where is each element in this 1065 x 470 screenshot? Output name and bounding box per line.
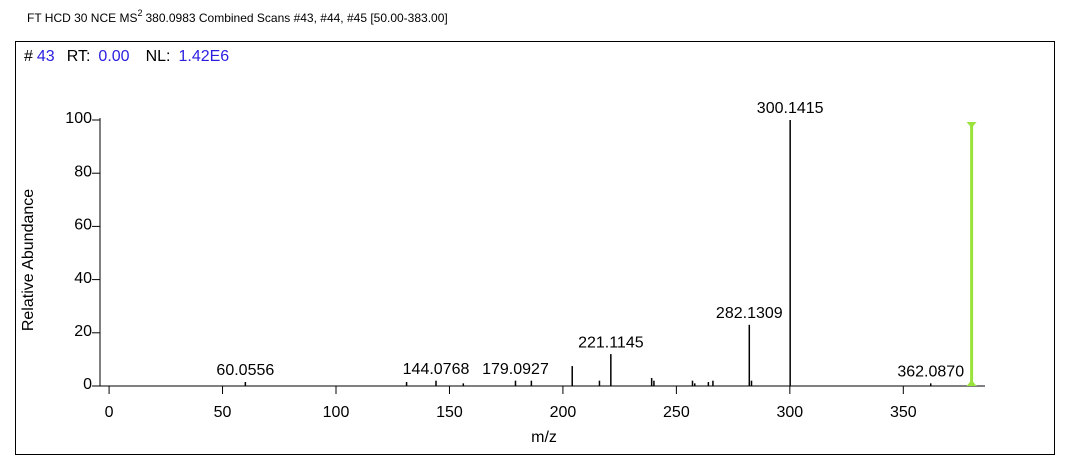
y-tick-label: 20: [74, 323, 92, 340]
x-tick-label: 350: [890, 404, 917, 421]
y-axis-label: Relative Abundance: [20, 189, 37, 331]
x-tick-label: 100: [323, 404, 350, 421]
y-tick-label: 60: [74, 217, 92, 234]
peak-label: 282.1309: [716, 305, 783, 322]
y-tick-label: 100: [65, 110, 92, 127]
x-tick-label: 50: [214, 404, 232, 421]
plot-frame: [15, 41, 1055, 455]
peak-label: 300.1415: [757, 100, 824, 117]
precursor-cap: [966, 122, 977, 128]
y-tick-label: 80: [74, 163, 92, 180]
x-tick-label: 300: [776, 404, 803, 421]
scan-label: #: [24, 48, 33, 65]
x-tick-label: 250: [663, 404, 690, 421]
peak-label: 221.1145: [578, 334, 644, 351]
nl-value: 1.42E6: [178, 48, 229, 65]
x-axis-label: m/z: [531, 429, 557, 446]
scan-info: #43 RT: 0.00 NL: 1.42E6: [24, 48, 229, 65]
peak-label: 362.0870: [897, 364, 964, 381]
header-prefix: FT HCD 30 NCE MS: [27, 11, 137, 25]
y-tick-label: 40: [74, 270, 92, 287]
peak-label: 179.0927: [482, 361, 549, 378]
x-tick-label: 0: [105, 404, 114, 421]
header-suffix: 380.0983 Combined Scans #43, #44, #45 [5…: [145, 11, 447, 25]
rt-label: RT:: [67, 48, 91, 65]
header: FT HCD 30 NCE MS2 380.0983 Combined Scans…: [27, 8, 448, 25]
precursor-cap: [966, 380, 977, 386]
x-tick-label: 150: [436, 404, 463, 421]
x-tick-label: 200: [550, 404, 577, 421]
nl-label: NL:: [146, 48, 171, 65]
scan-number: 43: [37, 48, 55, 65]
header-superscript: 2: [137, 8, 142, 18]
y-tick-label: 0: [83, 376, 92, 393]
peak-label: 144.0768: [403, 361, 470, 378]
peak-label: 60.0556: [216, 362, 274, 379]
rt-value: 0.00: [98, 48, 129, 65]
